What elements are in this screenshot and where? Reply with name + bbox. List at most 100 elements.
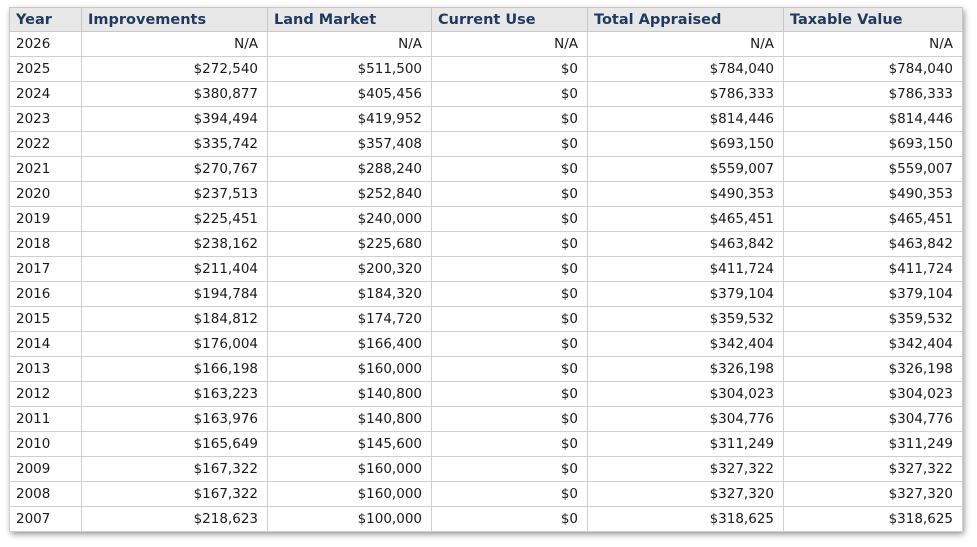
cell-taxable-value: $490,353: [783, 181, 963, 207]
cell-land-market: $140,800: [267, 406, 432, 432]
table-row: 2011 $163,976 $140,800 $0 $304,776 $304,776: [9, 406, 963, 432]
cell-year: 2017: [9, 256, 82, 282]
cell-land-market: $140,800: [267, 381, 432, 407]
cell-improvements: N/A: [81, 31, 268, 57]
cell-year: 2011: [9, 406, 82, 432]
cell-current-use: $0: [431, 506, 588, 532]
table-row: 2026 N/A N/A N/A N/A N/A: [9, 31, 963, 57]
table-row: 2010 $165,649 $145,600 $0 $311,249 $311,249: [9, 431, 963, 457]
cell-year: 2022: [9, 131, 82, 157]
cell-year: 2023: [9, 106, 82, 132]
cell-total-appraised: $326,198: [587, 356, 784, 382]
cell-taxable-value: $379,104: [783, 281, 963, 307]
cell-improvements: $272,540: [81, 56, 268, 82]
cell-improvements: $380,877: [81, 81, 268, 107]
cell-improvements: $335,742: [81, 131, 268, 157]
cell-total-appraised: $304,776: [587, 406, 784, 432]
cell-land-market: $405,456: [267, 81, 432, 107]
cell-current-use: $0: [431, 106, 588, 132]
table-row: 2017 $211,404 $200,320 $0 $411,724 $411,724: [9, 256, 963, 282]
cell-improvements: $166,198: [81, 356, 268, 382]
table-row: 2016 $194,784 $184,320 $0 $379,104 $379,104: [9, 281, 963, 307]
cell-improvements: $184,812: [81, 306, 268, 332]
table-row: 2022 $335,742 $357,408 $0 $693,150 $693,150: [9, 131, 963, 157]
cell-taxable-value: $814,446: [783, 106, 963, 132]
cell-improvements: $225,451: [81, 206, 268, 232]
cell-total-appraised: $359,532: [587, 306, 784, 332]
cell-land-market: $160,000: [267, 481, 432, 507]
cell-year: 2013: [9, 356, 82, 382]
cell-current-use: N/A: [431, 31, 588, 57]
cell-year: 2020: [9, 181, 82, 207]
cell-improvements: $394,494: [81, 106, 268, 132]
cell-improvements: $176,004: [81, 331, 268, 357]
cell-total-appraised: $490,353: [587, 181, 784, 207]
cell-year: 2025: [9, 56, 82, 82]
cell-total-appraised: $342,404: [587, 331, 784, 357]
cell-land-market: $225,680: [267, 231, 432, 257]
column-header-year: Year: [9, 7, 82, 32]
cell-year: 2014: [9, 331, 82, 357]
cell-current-use: $0: [431, 331, 588, 357]
cell-current-use: $0: [431, 356, 588, 382]
cell-improvements: $165,649: [81, 431, 268, 457]
values-history-table: Year Improvements Land Market Current Us…: [9, 7, 963, 532]
cell-improvements: $167,322: [81, 456, 268, 482]
cell-land-market: $240,000: [267, 206, 432, 232]
column-header-taxable-value: Taxable Value: [783, 7, 963, 32]
cell-total-appraised: $559,007: [587, 156, 784, 182]
table-row: 2008 $167,322 $160,000 $0 $327,320 $327,320: [9, 481, 963, 507]
cell-current-use: $0: [431, 381, 588, 407]
table-row: 2014 $176,004 $166,400 $0 $342,404 $342,404: [9, 331, 963, 357]
table-row: 2020 $237,513 $252,840 $0 $490,353 $490,353: [9, 181, 963, 207]
table-row: 2024 $380,877 $405,456 $0 $786,333 $786,333: [9, 81, 963, 107]
cell-taxable-value: N/A: [783, 31, 963, 57]
cell-current-use: $0: [431, 256, 588, 282]
cell-taxable-value: $786,333: [783, 81, 963, 107]
cell-taxable-value: $304,023: [783, 381, 963, 407]
cell-improvements: $218,623: [81, 506, 268, 532]
table-row: 2013 $166,198 $160,000 $0 $326,198 $326,198: [9, 356, 963, 382]
cell-current-use: $0: [431, 206, 588, 232]
cell-land-market: $288,240: [267, 156, 432, 182]
table-header-row: Year Improvements Land Market Current Us…: [9, 7, 963, 32]
cell-taxable-value: $693,150: [783, 131, 963, 157]
cell-total-appraised: $814,446: [587, 106, 784, 132]
cell-total-appraised: $784,040: [587, 56, 784, 82]
cell-improvements: $211,404: [81, 256, 268, 282]
cell-improvements: $270,767: [81, 156, 268, 182]
cell-land-market: $100,000: [267, 506, 432, 532]
cell-total-appraised: $463,842: [587, 231, 784, 257]
cell-total-appraised: $304,023: [587, 381, 784, 407]
column-header-improvements: Improvements: [81, 7, 268, 32]
cell-total-appraised: $786,333: [587, 81, 784, 107]
cell-year: 2021: [9, 156, 82, 182]
cell-total-appraised: $465,451: [587, 206, 784, 232]
table-row: 2021 $270,767 $288,240 $0 $559,007 $559,007: [9, 156, 963, 182]
cell-taxable-value: $304,776: [783, 406, 963, 432]
cell-taxable-value: $311,249: [783, 431, 963, 457]
cell-improvements: $163,223: [81, 381, 268, 407]
values-history-panel: Year Improvements Land Market Current Us…: [9, 7, 963, 532]
cell-taxable-value: $318,625: [783, 506, 963, 532]
cell-improvements: $238,162: [81, 231, 268, 257]
cell-taxable-value: $359,532: [783, 306, 963, 332]
cell-taxable-value: $463,842: [783, 231, 963, 257]
cell-land-market: $184,320: [267, 281, 432, 307]
table-row: 2015 $184,812 $174,720 $0 $359,532 $359,532: [9, 306, 963, 332]
cell-current-use: $0: [431, 81, 588, 107]
table-body: 2026 N/A N/A N/A N/A N/A 2025 $272,540 $511,500 $…: [9, 31, 963, 532]
cell-year: 2024: [9, 81, 82, 107]
cell-current-use: $0: [431, 156, 588, 182]
cell-land-market: N/A: [267, 31, 432, 57]
cell-current-use: $0: [431, 231, 588, 257]
table-row: 2025 $272,540 $511,500 $0 $784,040 $784,040: [9, 56, 963, 82]
cell-current-use: $0: [431, 406, 588, 432]
cell-current-use: $0: [431, 306, 588, 332]
cell-total-appraised: $693,150: [587, 131, 784, 157]
cell-land-market: $419,952: [267, 106, 432, 132]
cell-current-use: $0: [431, 181, 588, 207]
cell-taxable-value: $327,320: [783, 481, 963, 507]
cell-taxable-value: $559,007: [783, 156, 963, 182]
cell-total-appraised: $411,724: [587, 256, 784, 282]
